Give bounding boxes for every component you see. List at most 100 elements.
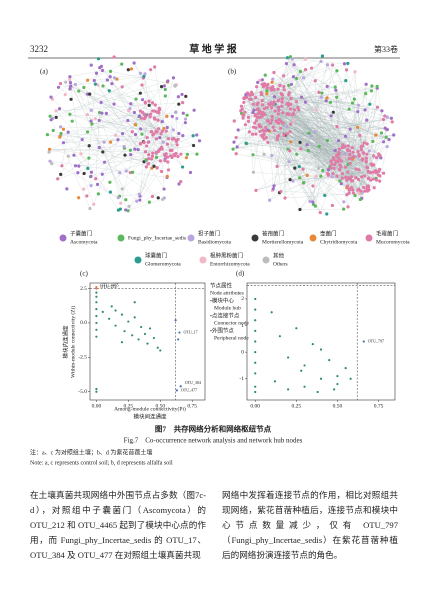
network-node — [173, 84, 177, 88]
network-node — [155, 130, 159, 134]
network-node — [92, 202, 96, 206]
node-attr-en: Module hub — [214, 305, 241, 311]
network-node — [333, 148, 337, 153]
network-node — [363, 189, 367, 193]
network-node — [251, 125, 256, 129]
legend-label-cn: 毛霉菌门 — [376, 229, 398, 237]
network-node — [68, 75, 72, 79]
network-node — [235, 145, 239, 149]
network-edge — [122, 141, 177, 190]
network-edge — [87, 94, 92, 122]
network-edge — [262, 135, 340, 170]
network-node — [68, 87, 72, 91]
network-node — [154, 151, 158, 155]
network-node — [282, 133, 286, 137]
network-node — [100, 172, 104, 176]
network-node — [305, 173, 309, 177]
network-node — [361, 151, 365, 155]
network-node — [337, 168, 342, 172]
network-node — [155, 166, 159, 170]
network-edge — [259, 109, 299, 125]
network-edge — [348, 88, 378, 146]
network-node — [153, 65, 157, 69]
scatter-point — [254, 329, 257, 332]
scatter-point — [362, 340, 365, 343]
network-node — [364, 156, 368, 160]
network-node — [140, 98, 145, 102]
network-edge — [287, 113, 388, 130]
x-tick-label: 0.25 — [124, 403, 134, 409]
network-edge — [135, 99, 152, 160]
network-node — [292, 108, 296, 112]
network-node — [280, 100, 284, 104]
network-node — [362, 141, 366, 145]
network-node — [132, 110, 137, 115]
network-node — [313, 204, 317, 208]
network-node — [165, 155, 170, 159]
network-node — [184, 156, 189, 160]
network-node — [158, 159, 162, 163]
scatter-point — [254, 372, 257, 375]
network-node — [154, 137, 159, 141]
network-node — [289, 82, 294, 86]
network-node — [344, 79, 348, 83]
network-edge — [243, 64, 333, 99]
network-edge — [261, 135, 379, 172]
network-node — [276, 99, 280, 103]
network-node — [191, 143, 196, 148]
scatter-point — [114, 309, 117, 312]
network-node — [119, 201, 123, 205]
network-node — [191, 134, 195, 138]
x-tick-label: 0.25 — [292, 403, 302, 409]
network-node — [287, 160, 291, 164]
network-node — [168, 148, 172, 153]
network-node — [82, 85, 86, 90]
network-node — [288, 130, 292, 134]
network-node — [287, 91, 291, 95]
network-edge — [252, 61, 322, 113]
network-node — [262, 129, 266, 133]
network-node — [129, 67, 134, 71]
network-edge — [292, 114, 386, 129]
network-node — [185, 113, 189, 117]
network-node — [183, 121, 187, 125]
scatter-point — [95, 321, 98, 325]
network-node — [356, 150, 360, 154]
network-node — [369, 178, 373, 182]
network-edge — [60, 126, 159, 129]
network-edge — [50, 80, 168, 117]
network-node — [72, 153, 76, 157]
network-node — [270, 153, 274, 158]
network-edge — [263, 85, 281, 135]
scatter-point — [287, 356, 290, 359]
network-node — [295, 152, 299, 156]
network-node — [108, 69, 113, 73]
x-tick-label: 0.00 — [250, 403, 260, 409]
network-node — [255, 85, 259, 89]
network-node — [176, 154, 180, 159]
network-node — [336, 139, 341, 143]
scatter-point — [316, 390, 319, 394]
network-node — [101, 150, 105, 154]
y-tick-label: 0 — [241, 349, 244, 355]
network-node — [277, 108, 281, 112]
network-node — [112, 102, 116, 106]
scatter-point — [300, 369, 303, 372]
network-node — [102, 140, 106, 144]
network-node — [301, 167, 305, 171]
network-node — [176, 95, 180, 99]
network-node — [145, 135, 149, 140]
network-node — [337, 156, 341, 161]
network-node — [95, 182, 100, 186]
network-edge — [284, 89, 376, 136]
network-node — [338, 179, 342, 183]
network-node — [148, 115, 152, 119]
y-tick-label: -5.0 — [78, 389, 87, 395]
network-node — [142, 140, 146, 144]
x-axis-label: Among-module connectivity(Pi) — [114, 405, 186, 412]
network-node — [365, 189, 369, 193]
network-node — [331, 171, 335, 176]
scatter-point — [254, 308, 257, 311]
network-node — [147, 200, 151, 204]
scatter-point — [336, 374, 339, 378]
